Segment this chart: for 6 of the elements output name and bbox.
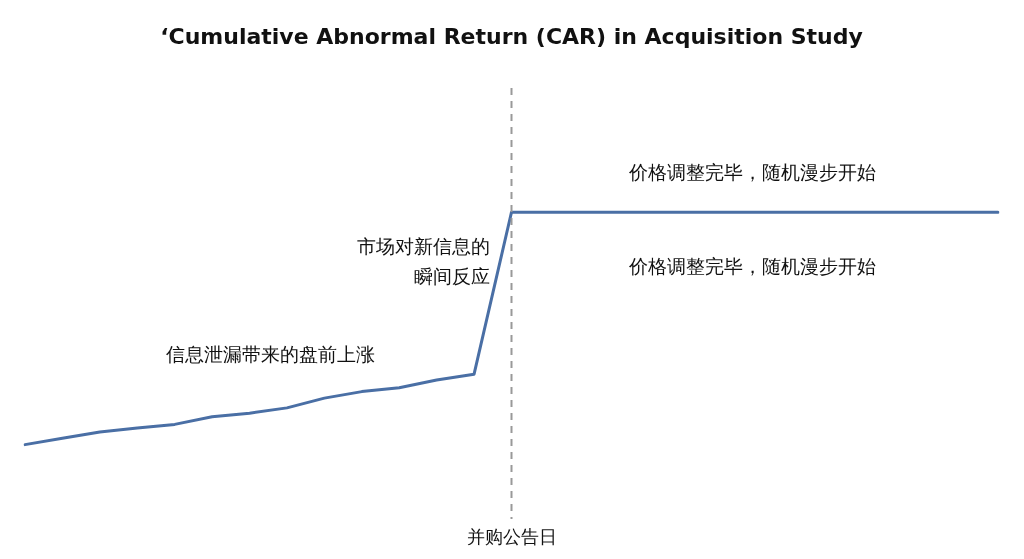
text: 并购公告日 xyxy=(466,525,557,547)
chart-title: ‘Cumulative Abnormal Return (CAR) in Acquisition Study xyxy=(160,23,863,49)
annotation: 价格调整完毕，随机漫步开始 xyxy=(627,254,876,277)
text: 价格调整完毕，随机漫步开始 xyxy=(627,160,876,183)
annotation: 市场对新信息的瞬间反应 xyxy=(357,234,490,287)
annotation: 信息泄漏带来的盘前上涨 xyxy=(165,342,375,365)
